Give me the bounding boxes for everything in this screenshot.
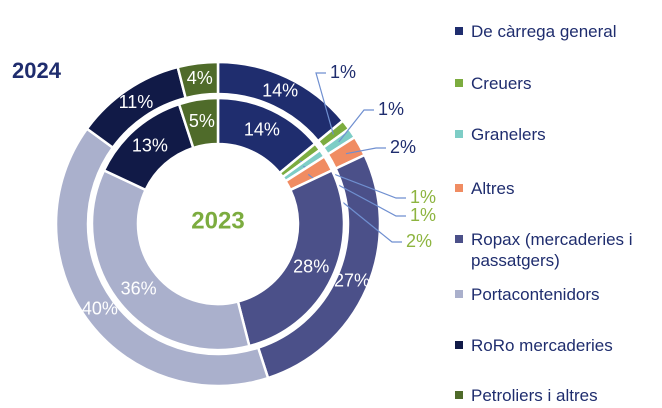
- donut-segment: [90, 168, 251, 352]
- legend-text: De càrrega general: [471, 22, 617, 41]
- legend-item: Creuers: [455, 73, 662, 94]
- legend-item: Portacontenidors: [455, 284, 662, 305]
- data-label: 1%: [378, 99, 404, 119]
- outer-ring-label: 2024: [12, 58, 62, 83]
- data-label: 1%: [410, 187, 436, 207]
- data-label: 13%: [132, 135, 168, 155]
- data-label: 4%: [187, 68, 213, 88]
- legend-swatch: [455, 130, 463, 138]
- data-label: 28%: [293, 257, 329, 277]
- legend-swatch: [455, 27, 463, 35]
- donut-segment: [236, 168, 346, 348]
- legend-item: De càrrega general: [455, 21, 662, 42]
- legend-text: Petroliers i altres: [471, 386, 598, 405]
- legend-text: Portacontenidors: [471, 285, 600, 304]
- data-label: 14%: [262, 81, 298, 101]
- legend-text: Ropax (mercaderies i passatgers): [471, 230, 633, 270]
- legend-swatch: [455, 391, 463, 399]
- legend-swatch: [455, 290, 463, 298]
- legend-swatch: [455, 184, 463, 192]
- legend-item: RoRo mercaderies: [455, 335, 662, 356]
- legend-swatch: [455, 235, 463, 243]
- leader-line: [338, 109, 374, 143]
- data-label: 11%: [119, 92, 154, 112]
- data-label: 2%: [390, 137, 416, 157]
- chart: 2024 2023 14%1%1%2%27%40%11%4%14%1%1%2%2…: [12, 58, 436, 388]
- donut-segment: [177, 96, 220, 150]
- leader-line: [315, 72, 334, 135]
- legend-text: Creuers: [471, 74, 532, 93]
- donut-segment: [176, 60, 220, 100]
- legend-item: Granelers: [455, 124, 662, 145]
- legend-text: RoRo mercaderies: [471, 336, 613, 355]
- data-label: 36%: [121, 278, 157, 298]
- data-label: 40%: [82, 299, 118, 319]
- leader-line: [345, 147, 386, 155]
- data-label: 1%: [410, 205, 436, 225]
- legend-item: Altres: [455, 178, 662, 199]
- legend-item: Petroliers i altres: [455, 385, 662, 406]
- legend-text: Altres: [471, 179, 515, 198]
- data-label: 1%: [330, 62, 356, 82]
- inner-ring-label: 2023: [191, 207, 244, 234]
- data-label: 5%: [189, 111, 215, 131]
- data-label: 27%: [334, 271, 370, 291]
- legend-text: Granelers: [471, 125, 546, 144]
- legend-swatch: [455, 341, 463, 349]
- data-label: 2%: [406, 231, 432, 251]
- legend-swatch: [455, 79, 463, 87]
- legend-item: Ropax (mercaderies i passatgers): [455, 229, 662, 271]
- data-label: 14%: [244, 120, 280, 140]
